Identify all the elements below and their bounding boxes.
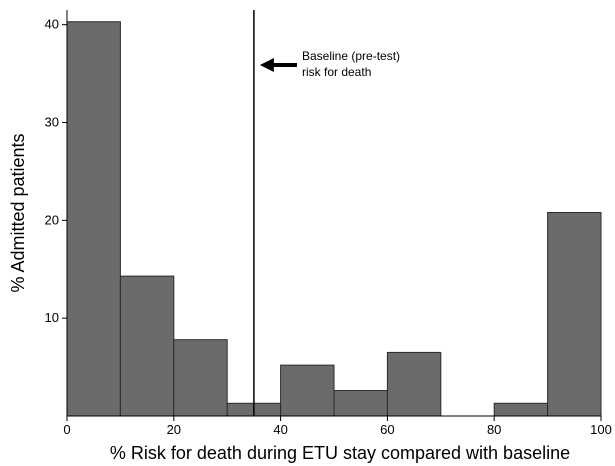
y-axis-ticks: 10 20 30 40	[45, 17, 67, 325]
x-tick-label: 40	[273, 422, 287, 437]
x-axis-ticks: 0 20 40 60 80 100	[63, 416, 612, 437]
baseline-annotation-line-1: Baseline (pre-test)	[302, 49, 400, 63]
x-tick-label: 20	[167, 422, 181, 437]
x-axis-title: % Risk for death during ETU stay compare…	[110, 443, 570, 463]
histogram-bar	[493, 402, 549, 417]
y-tick-label: 20	[45, 212, 59, 227]
x-tick-label: 100	[590, 422, 612, 437]
histogram-bar	[333, 390, 388, 417]
histogram-bar	[66, 21, 121, 417]
y-tick-label: 30	[45, 115, 59, 130]
baseline-annotation-line-2: risk for death	[302, 65, 371, 79]
histogram-bar	[547, 212, 602, 417]
x-tick-label: 80	[487, 422, 501, 437]
x-tick-label: 60	[380, 422, 394, 437]
baseline-arrow	[259, 58, 297, 72]
histogram-bar	[173, 339, 228, 417]
histogram-bar	[386, 351, 442, 417]
histogram-bars	[66, 21, 602, 417]
x-tick-label: 0	[63, 422, 70, 437]
histogram-bar	[280, 364, 335, 417]
y-axis-title: % Admitted patients	[8, 133, 28, 292]
y-tick-label: 10	[45, 310, 59, 325]
y-tick-label: 40	[45, 17, 59, 32]
histogram-bar	[119, 275, 175, 417]
